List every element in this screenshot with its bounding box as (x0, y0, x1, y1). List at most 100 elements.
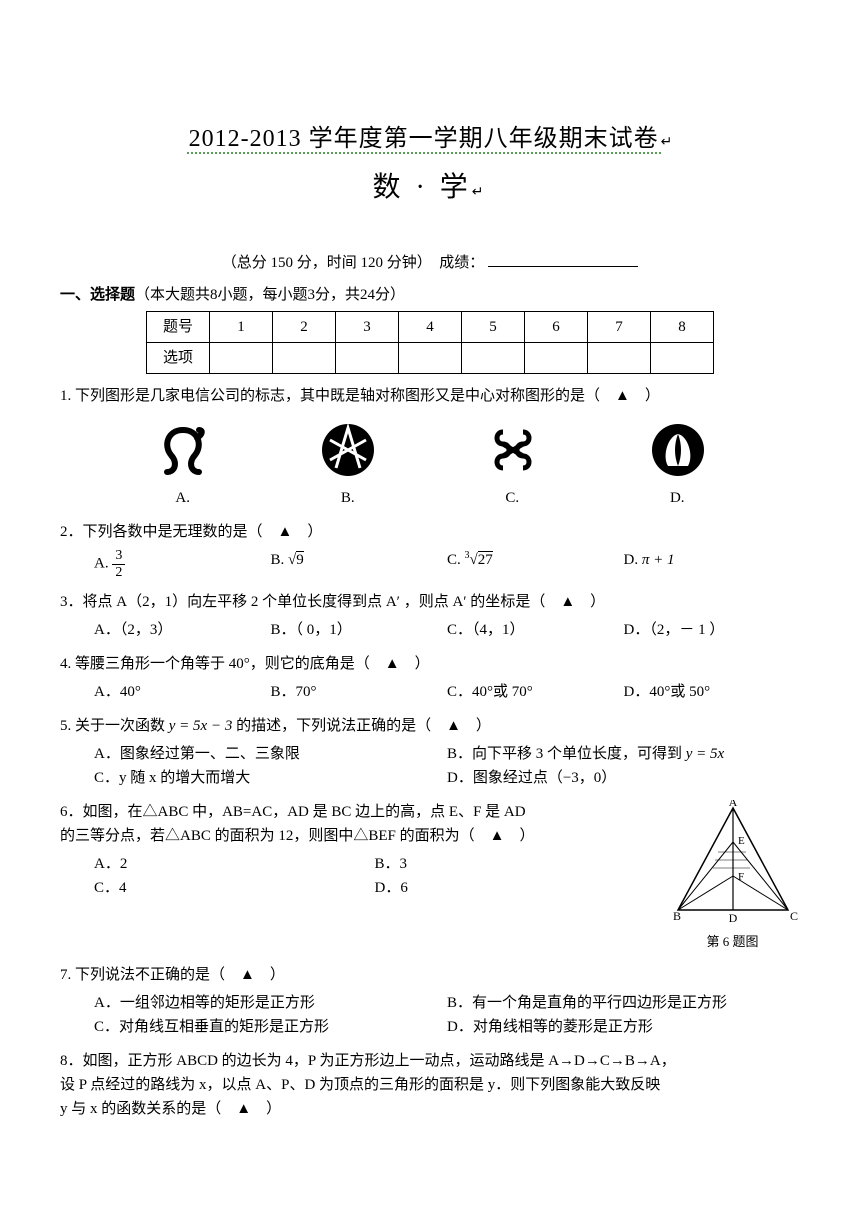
title-text: 2012-2013 学年度第一学期八年级期末试卷 (187, 126, 661, 154)
col-num: 2 (273, 312, 336, 343)
option-a: A．（2，3） (94, 618, 271, 642)
table-row: 选项 (147, 343, 714, 374)
col-num: 1 (210, 312, 273, 343)
option-a: A．图象经过第一、二、三象限 (94, 742, 447, 766)
option-c: C．对角线互相垂直的矩形是正方形 (94, 1015, 447, 1039)
score-text: （总分 150 分，时间 120 分钟） 成绩： (222, 255, 485, 271)
option-d: D. π + 1 (624, 548, 801, 580)
question-text: 3．将点 A（2，1）向左平移 2 个单位长度得到点 A′ ，则点 A′ 的坐标… (60, 590, 800, 614)
label-c: C (790, 909, 798, 923)
logo-b-icon (318, 420, 378, 480)
q6-line1: 6．如图，在△ABC 中，AB=AC，AD 是 BC 边上的高，点 E、F 是 … (60, 800, 655, 824)
option-d: D．对角线相等的菱形是正方形 (447, 1015, 800, 1039)
exam-title: 2012-2013 学年度第一学期八年级期末试卷↵ (60, 120, 800, 158)
options: A. 32 B. √9 C. 3√27 D. π + 1 (94, 548, 800, 580)
triangle-figure-icon: A B C D E F (668, 800, 798, 925)
score-blank (488, 252, 638, 267)
question-4: 4. 等腰三角形一个角等于 40°，则它的底角是（ ▲ ） A．40° B．70… (60, 652, 800, 704)
opt-prefix: C. (447, 552, 465, 568)
q5-pre: 5. 关于一次函数 (60, 718, 169, 734)
option-d: D．（2，－ 1 ） (624, 618, 801, 642)
option-label: D. (670, 486, 685, 510)
opt-prefix: D. (624, 552, 642, 568)
question-text: 4. 等腰三角形一个角等于 40°，则它的底角是（ ▲ ） (60, 652, 800, 676)
col-num: 3 (336, 312, 399, 343)
question-7: 7. 下列说法不正确的是（ ▲ ） A．一组邻边相等的矩形是正方形 B．有一个角… (60, 963, 800, 1039)
option-c: C．（4，1） (447, 618, 624, 642)
sqrt-val: 9 (296, 551, 304, 568)
question-6: 6．如图，在△ABC 中，AB=AC，AD 是 BC 边上的高，点 E、F 是 … (60, 800, 800, 953)
label-a: A (728, 800, 737, 809)
question-text: 1. 下列图形是几家电信公司的标志，其中既是轴对称图形又是中心对称图形的是（ ▲… (60, 384, 800, 408)
b-pre: B．向下平移 3 个单位长度，可得到 (447, 746, 686, 762)
figure-caption: 第 6 题图 (665, 932, 800, 953)
label-f: F (738, 871, 744, 883)
q8-line1: 8．如图，正方形 ABCD 的边长为 4，P 为正方形边上一动点，运动路线是 A… (60, 1049, 800, 1073)
col-num: 6 (525, 312, 588, 343)
exam-page: 2012-2013 学年度第一学期八年级期末试卷↵ 数 · 学↵ （总分 150… (0, 0, 860, 1161)
logo-d-icon (648, 420, 708, 480)
q6-text-col: 6．如图，在△ABC 中，AB=AC，AD 是 BC 边上的高，点 E、F 是 … (60, 800, 655, 953)
section-label: 一、选择题 (60, 287, 135, 303)
question-8: 8．如图，正方形 ABCD 的边长为 4，P 为正方形边上一动点，运动路线是 A… (60, 1049, 800, 1121)
row-label: 选项 (147, 343, 210, 374)
option-b: B．3 (375, 852, 656, 876)
logo-labels: A. B. C. D. (100, 486, 760, 510)
score-line: （总分 150 分，时间 120 分钟） 成绩： (60, 251, 800, 275)
option-label: A. (175, 486, 190, 510)
option-b: B．（ 0，1） (271, 618, 448, 642)
b-func: y = 5x (686, 746, 724, 762)
option-d: D．图象经过点（−3，0） (447, 766, 800, 790)
label-b: B (673, 909, 681, 923)
option-c: C．40°或 70° (447, 680, 624, 704)
q6-figure: A B C D E F 第 6 题图 (665, 800, 800, 953)
table-row: 题号 1 2 3 4 5 6 7 8 (147, 312, 714, 343)
logo-a-icon (153, 420, 213, 480)
option-c: C. 3√27 (447, 548, 624, 580)
option-b: B. √9 (271, 548, 448, 580)
row-label: 题号 (147, 312, 210, 343)
subject-text: 数 · 学 (372, 172, 471, 203)
q5-post: 的描述，下列说法正确的是（ ▲ ） (232, 718, 491, 734)
options: A．图象经过第一、二、三象限 B．向下平移 3 个单位长度，可得到 y = 5x… (94, 742, 800, 790)
question-3: 3．将点 A（2，1）向左平移 2 个单位长度得到点 A′ ，则点 A′ 的坐标… (60, 590, 800, 642)
opt-val: π + 1 (642, 552, 675, 568)
question-text: 2．下列各数中是无理数的是（ ▲ ） (60, 520, 800, 544)
opt-prefix: A. (94, 556, 112, 572)
question-5: 5. 关于一次函数 y = 5x − 3 的描述，下列说法正确的是（ ▲ ） A… (60, 714, 800, 790)
option-c: C．4 (94, 876, 375, 900)
answer-table: 题号 1 2 3 4 5 6 7 8 选项 (146, 311, 714, 374)
col-num: 7 (588, 312, 651, 343)
option-c: C．y 随 x 的增大而增大 (94, 766, 447, 790)
option-d: D．6 (375, 876, 656, 900)
section-1-heading: 一、选择题（本大题共8小题，每小题3分，共24分） (60, 283, 800, 307)
option-a: A. 32 (94, 548, 271, 580)
logo-c-icon (483, 420, 543, 480)
option-b: B．有一个角是直角的平行四边形是正方形 (447, 991, 800, 1015)
col-num: 4 (399, 312, 462, 343)
options: A．40° B．70° C．40°或 70° D．40°或 50° (94, 680, 800, 704)
frac-num: 3 (112, 548, 125, 564)
question-text: 5. 关于一次函数 y = 5x − 3 的描述，下列说法正确的是（ ▲ ） (60, 714, 800, 738)
question-1: 1. 下列图形是几家电信公司的标志，其中既是轴对称图形又是中心对称图形的是（ ▲… (60, 384, 800, 510)
option-d: D．40°或 50° (624, 680, 801, 704)
q8-line2: 设 P 点经过的路线为 x，以点 A、P、D 为顶点的三角形的面积是 y．则下列… (60, 1073, 800, 1097)
option-b: B．70° (271, 680, 448, 704)
subject-title: 数 · 学↵ (60, 166, 800, 211)
option-b: B．向下平移 3 个单位长度，可得到 y = 5x (447, 742, 800, 766)
options: A．2 B．3 C．4 D．6 (94, 852, 655, 900)
opt-prefix: B. (271, 552, 289, 568)
option-a: A．一组邻边相等的矩形是正方形 (94, 991, 447, 1015)
frac-den: 2 (112, 565, 125, 580)
question-2: 2．下列各数中是无理数的是（ ▲ ） A. 32 B. √9 C. 3√27 D… (60, 520, 800, 580)
q5-func: y = 5x − 3 (169, 718, 233, 734)
option-label: C. (505, 486, 519, 510)
col-num: 5 (462, 312, 525, 343)
sqrt-val: 27 (478, 551, 493, 568)
label-d: D (728, 911, 737, 925)
section-detail: （本大题共8小题，每小题3分，共24分） (135, 287, 405, 303)
options: A．（2，3） B．（ 0，1） C．（4，1） D．（2，－ 1 ） (94, 618, 800, 642)
question-text: 7. 下列说法不正确的是（ ▲ ） (60, 963, 800, 987)
q6-line2: 的三等分点，若△ABC 的面积为 12，则图中△BEF 的面积为（ ▲ ） (60, 824, 655, 848)
option-a: A．40° (94, 680, 271, 704)
